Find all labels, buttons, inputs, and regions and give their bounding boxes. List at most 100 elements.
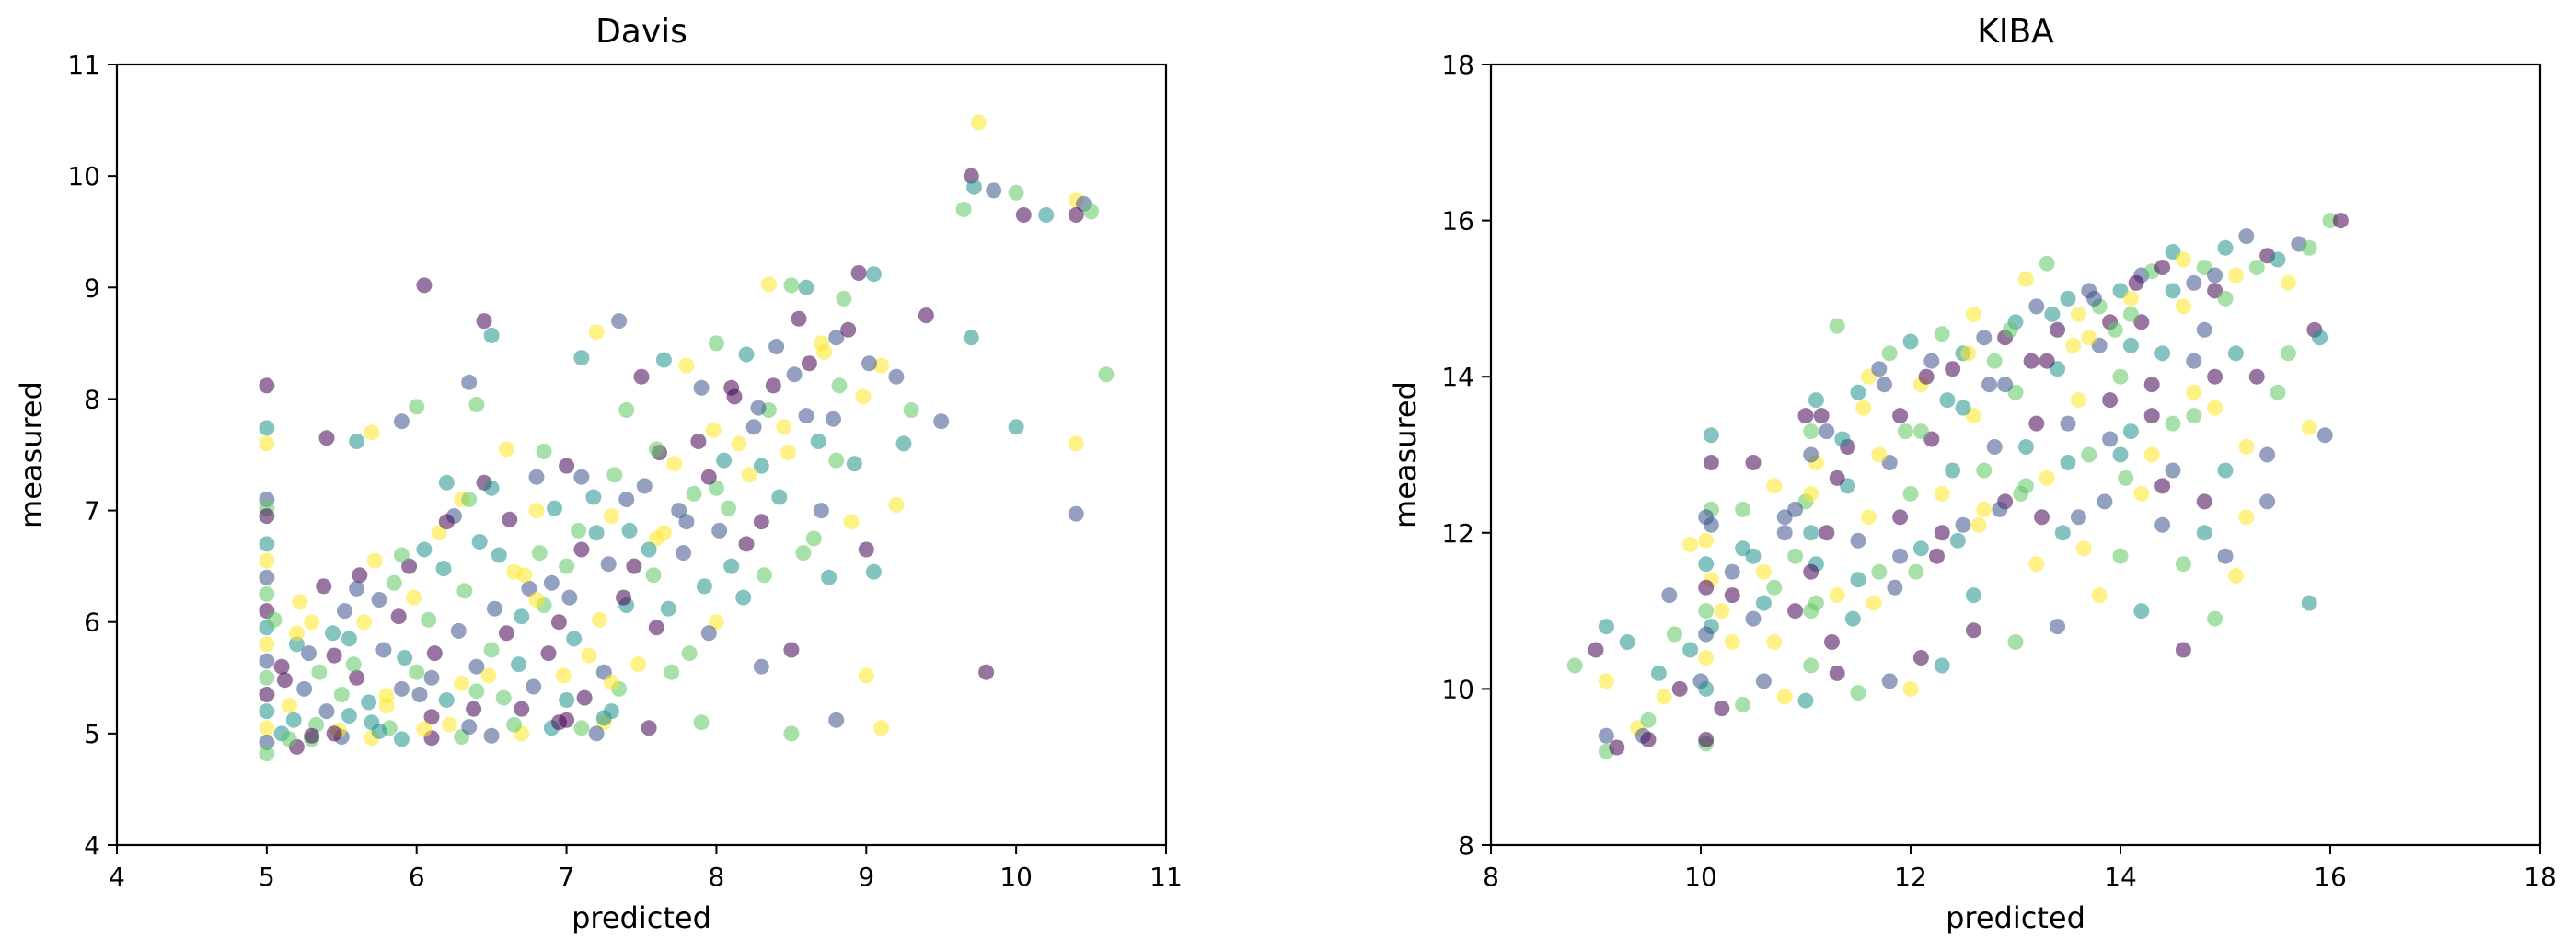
davis-point — [791, 310, 807, 327]
davis-point — [828, 452, 845, 469]
davis-panel: Davis 4 5 6 7 8 9 10 11 4 5 6 7 8 9 10 11 predicted me… — [14, 13, 1183, 935]
davis-point — [618, 402, 635, 418]
davis-point — [618, 492, 635, 507]
davis-point — [259, 720, 275, 736]
davis-point — [753, 458, 769, 474]
davis-point — [750, 400, 767, 416]
kiba-point — [1745, 610, 1762, 627]
kiba-point — [1698, 509, 1715, 526]
kiba-point — [1787, 548, 1804, 564]
davis-point — [438, 514, 455, 530]
kiba-point — [2122, 290, 2139, 307]
davis-point — [393, 413, 410, 430]
kiba-point — [2133, 603, 2150, 620]
davis-point — [690, 434, 707, 449]
kiba-point — [1881, 673, 1898, 689]
davis-point — [366, 552, 383, 569]
davis-point — [705, 422, 722, 438]
davis-point — [514, 608, 530, 625]
davis-point — [676, 545, 692, 562]
kiba-point — [2217, 462, 2234, 479]
kiba-point — [2122, 423, 2139, 440]
davis-y-tick-label: 5 — [84, 719, 100, 749]
davis-point — [810, 434, 826, 449]
kiba-point — [2186, 384, 2202, 400]
kiba-point — [1698, 732, 1715, 747]
kiba-point — [1829, 469, 1845, 486]
kiba-point — [2039, 353, 2055, 369]
kiba-point — [1776, 525, 1793, 541]
davis-point — [660, 600, 676, 617]
kiba-y-axis: 8 10 12 14 16 18 — [1441, 50, 1491, 861]
davis-point — [963, 330, 979, 346]
davis-point — [588, 525, 605, 541]
kiba-point — [1877, 377, 1892, 393]
kiba-point — [2175, 556, 2191, 573]
davis-y-axis: 4 5 6 7 8 9 10 11 — [67, 50, 117, 861]
kiba-point — [1955, 516, 1971, 533]
davis-point — [559, 558, 575, 574]
davis-point — [411, 687, 428, 702]
davis-point — [259, 653, 275, 669]
kiba-point — [1640, 732, 1657, 747]
kiba-point — [1724, 587, 1740, 604]
davis-point — [526, 678, 542, 695]
davis-point — [726, 388, 743, 405]
davis-point — [511, 656, 526, 673]
kiba-point — [1661, 587, 1678, 604]
davis-x-tick-label: 6 — [409, 862, 425, 892]
kiba-point — [1619, 634, 1635, 650]
davis-point — [576, 689, 593, 706]
davis-point — [731, 435, 747, 452]
kiba-point — [2060, 290, 2076, 307]
davis-point — [753, 514, 769, 530]
kiba-point — [2207, 400, 2224, 416]
kiba-point — [2143, 377, 2160, 393]
kiba-point — [1735, 696, 1751, 712]
kiba-point — [1945, 361, 1961, 377]
davis-point — [311, 664, 328, 680]
davis-point — [516, 567, 533, 584]
kiba-point — [1598, 727, 1614, 744]
davis-point — [259, 585, 275, 602]
kiba-point — [1829, 587, 1845, 604]
kiba-point — [1787, 501, 1804, 517]
kiba-point — [1824, 634, 1840, 650]
davis-point — [259, 636, 275, 653]
davis-point — [795, 545, 812, 562]
kiba-point — [2028, 415, 2045, 432]
kiba-point — [2054, 525, 2071, 541]
davis-point — [573, 350, 590, 366]
kiba-y-axis-label: measured — [1388, 381, 1423, 528]
davis-point — [828, 712, 845, 728]
kiba-point — [2013, 485, 2029, 502]
davis-y-tick-label: 11 — [67, 50, 100, 80]
davis-point — [955, 202, 972, 217]
davis-point — [626, 558, 642, 574]
davis-point — [571, 522, 587, 539]
kiba-point — [1808, 392, 1824, 409]
kiba-point — [1850, 384, 1866, 400]
davis-point — [386, 574, 402, 591]
davis-point — [468, 658, 485, 675]
davis-point — [288, 636, 305, 653]
davis-point — [259, 746, 275, 762]
davis-point — [292, 594, 308, 610]
davis-point — [738, 346, 755, 363]
davis-point — [865, 563, 882, 580]
kiba-point — [1902, 485, 1919, 502]
kiba-y-tick-label: 18 — [1441, 50, 1474, 80]
kiba-point — [1981, 377, 1997, 393]
davis-point — [780, 445, 797, 461]
kiba-point — [1797, 408, 1814, 424]
davis-point — [506, 716, 523, 733]
kiba-point — [2102, 392, 2119, 409]
davis-point — [645, 567, 662, 584]
davis-y-axis-label: measured — [14, 381, 49, 528]
kiba-point — [1934, 525, 1950, 541]
kiba-point — [2217, 548, 2234, 564]
davis-point — [801, 355, 817, 372]
kiba-y-tick-label: 16 — [1441, 206, 1474, 237]
kiba-point — [2154, 345, 2171, 362]
davis-point — [606, 467, 623, 483]
